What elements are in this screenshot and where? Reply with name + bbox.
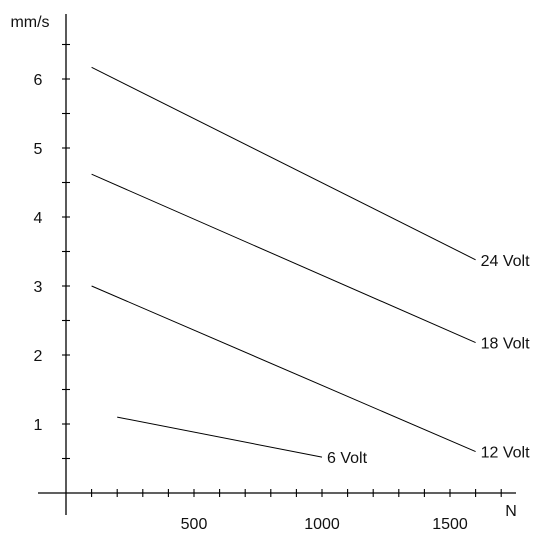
series-line: [91, 66, 476, 261]
y-tick-label: 4: [34, 210, 43, 227]
series-line: [91, 285, 476, 453]
x-axis: 500 1000 1500 N: [38, 489, 517, 533]
x-tick-label: 1500: [432, 516, 468, 533]
series-labels: 24 Volt 18 Volt 12 Volt 6 Volt: [327, 253, 530, 467]
y-tick-label: 6: [34, 72, 43, 89]
y-tick-label: 3: [34, 279, 43, 296]
x-tick-label: 1000: [304, 516, 340, 533]
series-label: 12 Volt: [481, 445, 530, 462]
y-tick-label: 1: [34, 417, 43, 434]
y-tick-label: 5: [34, 141, 43, 158]
y-tick-label: 2: [34, 348, 43, 365]
series-label: 18 Volt: [481, 336, 530, 353]
series-label: 6 Volt: [327, 450, 368, 467]
series-lines: [91, 66, 476, 458]
series-line: [91, 173, 476, 344]
x-unit-label: N: [505, 503, 517, 520]
y-unit-label: mm/s: [10, 14, 49, 31]
series-line: [117, 416, 323, 458]
x-tick-label: 500: [181, 516, 208, 533]
y-axis: 1 2 3 4 5 6 mm/s: [10, 14, 70, 515]
series-label: 24 Volt: [481, 253, 530, 270]
